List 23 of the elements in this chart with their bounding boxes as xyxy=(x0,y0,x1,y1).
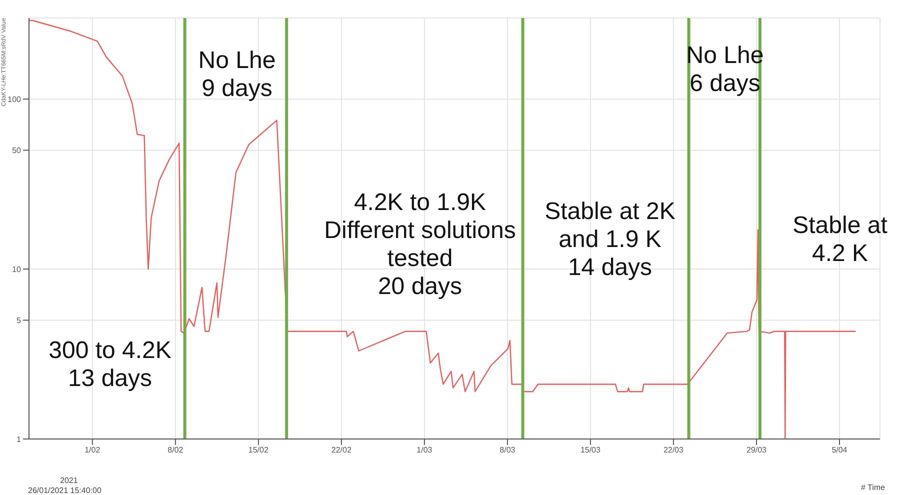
x-tick-label: 5/04 xyxy=(832,446,848,455)
text: 26/01/2021 15:40:00 xyxy=(28,486,102,495)
x-tick-label: 8/02 xyxy=(168,446,184,455)
annotation: Stable at 4.2 K xyxy=(792,212,888,268)
text: 2021 xyxy=(60,476,78,485)
annotation: 4.2K to 1.9K Different solutions tested 20 days xyxy=(324,189,516,301)
x-tick-label: 22/03 xyxy=(663,446,684,455)
annotation: 300 to 4.2K 13 days xyxy=(48,337,172,393)
y-tick-label: 5 xyxy=(16,316,22,326)
x-tick-label: 15/03 xyxy=(580,446,602,455)
y-tick-label: 10 xyxy=(12,264,22,274)
annotation: Stable at 2K and 1.9 K 14 days xyxy=(544,198,676,282)
annotation: No Lhe 9 days xyxy=(198,47,276,103)
x-tick-label: 1/02 xyxy=(84,446,101,455)
x-tick-label: 8/03 xyxy=(500,446,516,455)
x-tick-label: 15/02 xyxy=(248,446,269,455)
x-tick-label: 29/03 xyxy=(746,446,768,455)
y-tick-label: 1 xyxy=(16,434,22,444)
x-tick-label: 1/03 xyxy=(416,446,433,455)
y-tick-label: 50 xyxy=(12,146,22,156)
x-tick-label: 22/02 xyxy=(331,446,352,455)
x-axis-title: # Time xyxy=(860,483,885,492)
y-tick-label: 100 xyxy=(8,94,22,104)
